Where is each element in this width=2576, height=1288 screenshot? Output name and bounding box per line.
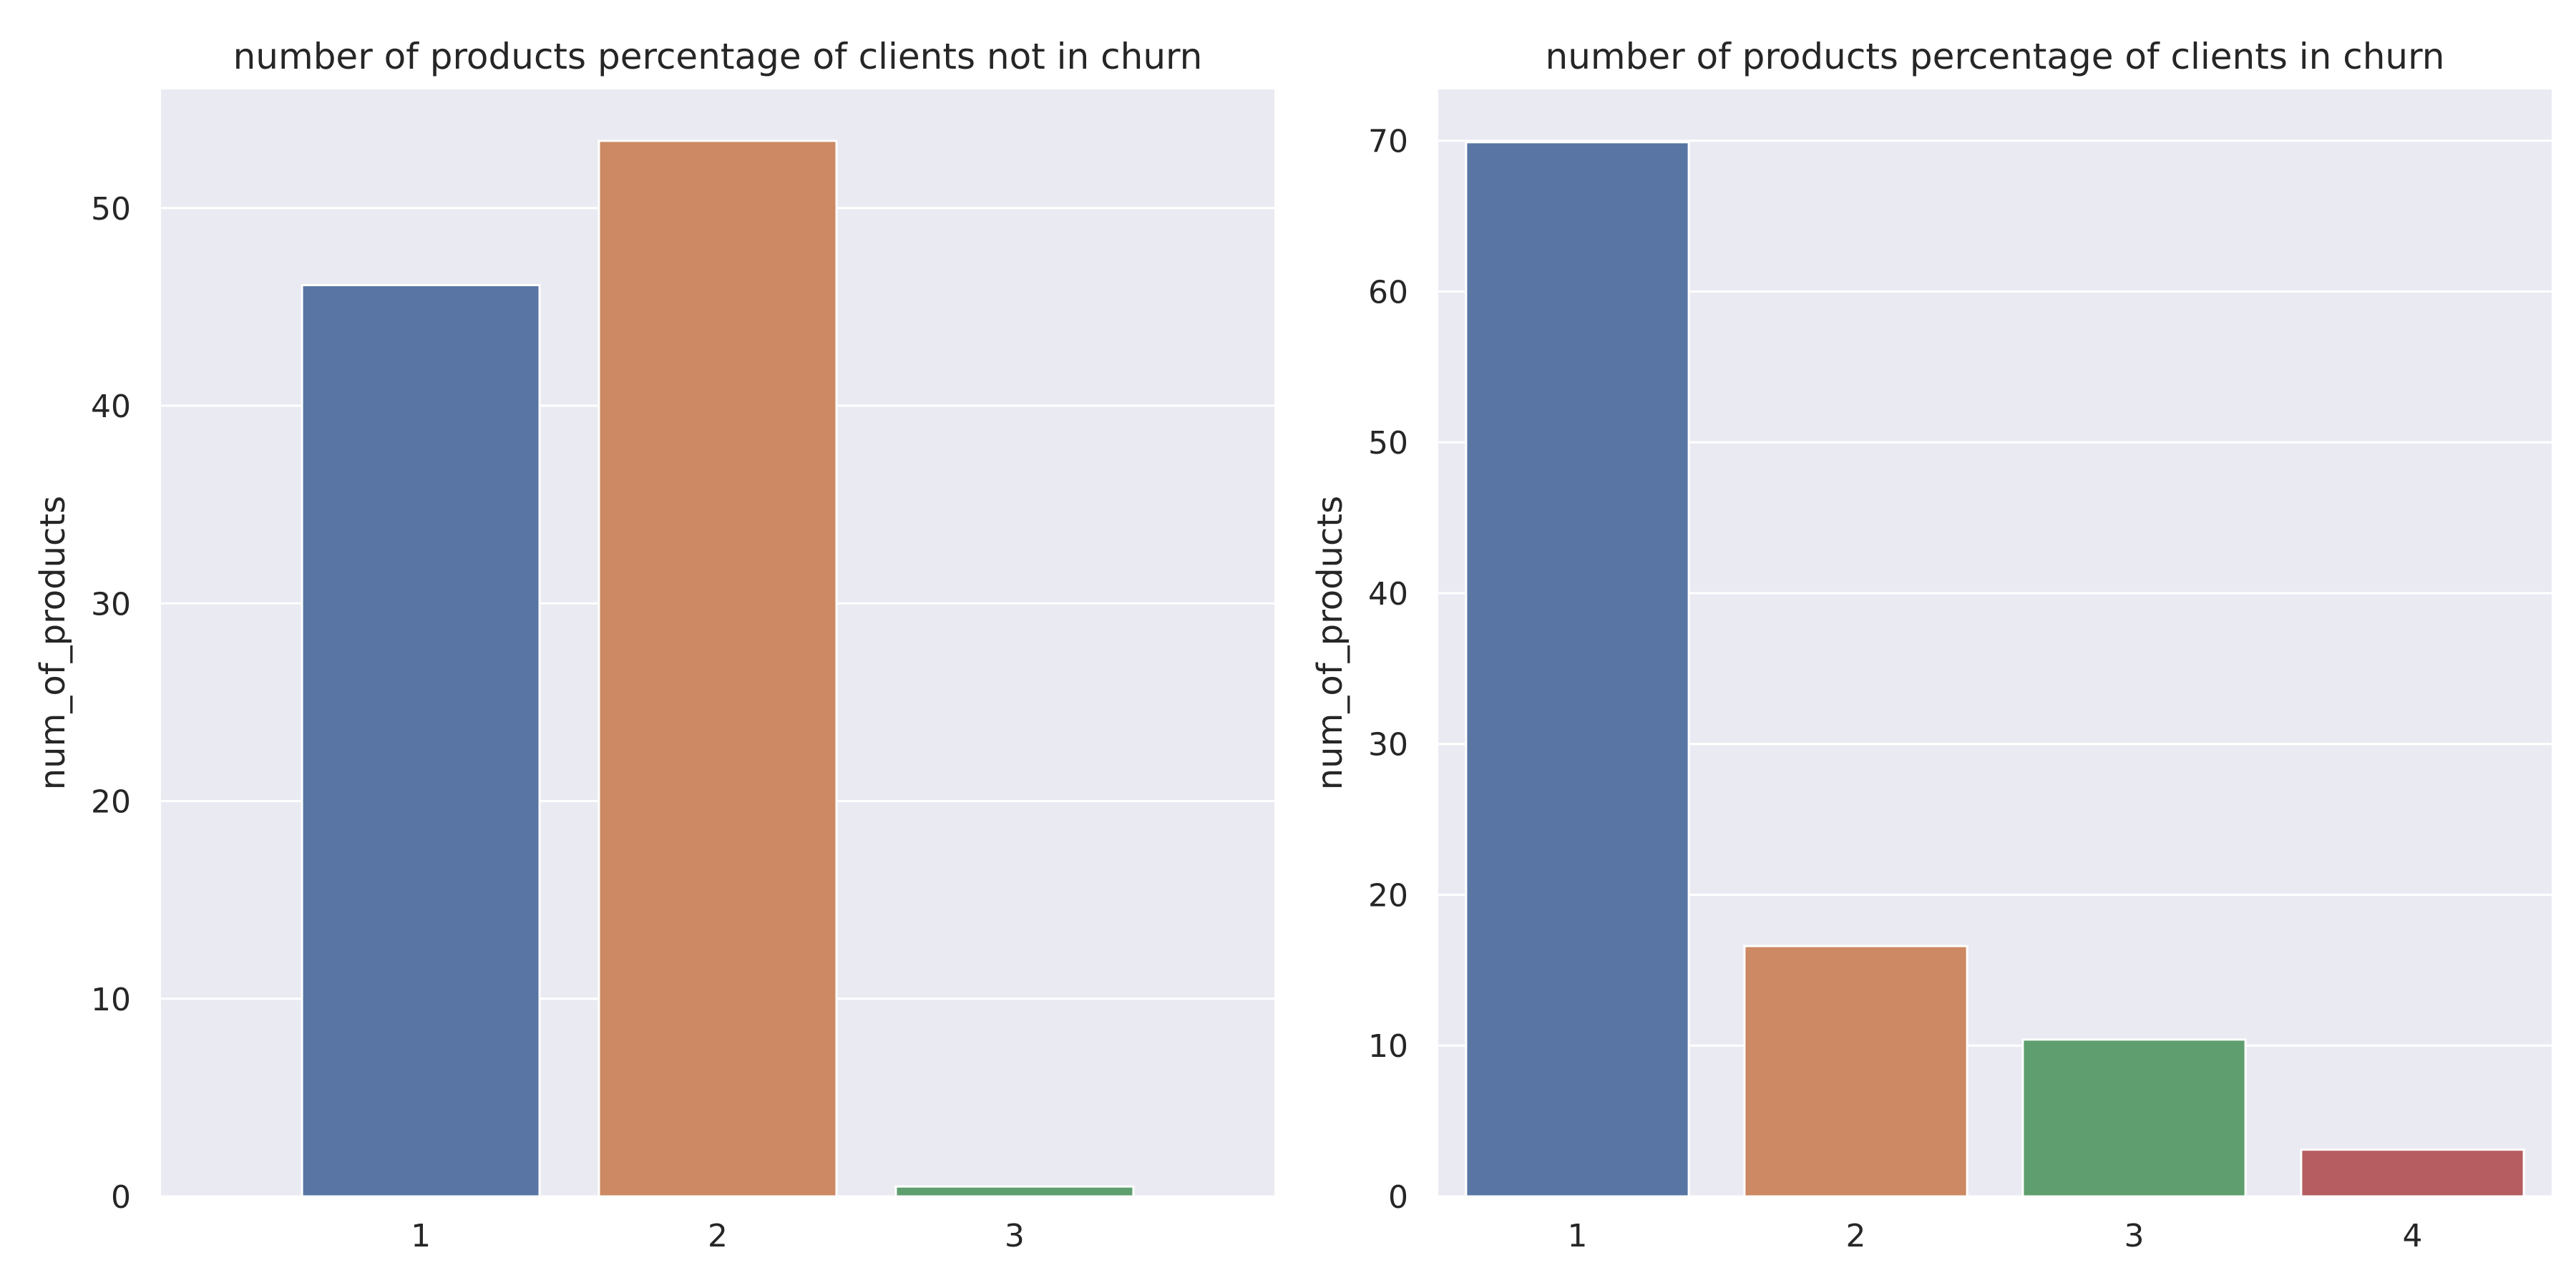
y-tick-labels: 0 10 20 30 40 50 60 70	[1368, 124, 1408, 1216]
y-tick-label: 0	[111, 1179, 131, 1216]
bars	[301, 140, 1135, 1198]
chart-not-in-churn: 0 10 20 30 40 50 1 2 3 number of products perce…	[33, 36, 1274, 1254]
y-tick-label: 10	[91, 982, 131, 1018]
y-tick-label: 60	[1368, 274, 1408, 311]
y-tick-label: 20	[1368, 877, 1408, 914]
bar-4	[2300, 1148, 2525, 1198]
y-tick-label: 50	[1368, 425, 1408, 462]
bars	[1465, 141, 2525, 1198]
x-tick-label: 2	[1846, 1218, 1866, 1254]
bar-1	[301, 283, 541, 1198]
x-tick-label: 3	[1005, 1218, 1025, 1254]
x-tick-label: 2	[708, 1218, 728, 1254]
y-tick-label: 30	[1368, 727, 1408, 763]
y-tick-label: 40	[91, 389, 131, 425]
y-tick-label: 70	[1368, 124, 1408, 160]
x-tick-label: 3	[2124, 1218, 2145, 1254]
x-tick-label: 1	[1568, 1218, 1588, 1254]
bar-3	[2021, 1038, 2247, 1198]
y-tick-label: 30	[91, 586, 131, 623]
bar-2	[597, 140, 838, 1198]
chart-title: number of products percentage of clients…	[1546, 36, 2445, 77]
y-tick-label: 50	[91, 191, 131, 228]
bar-1	[1465, 141, 1690, 1198]
x-tick-labels: 1 2 3 4	[1568, 1218, 2423, 1254]
bar-2	[1743, 945, 1968, 1198]
y-tick-label: 10	[1368, 1028, 1408, 1065]
y-tick-label: 20	[91, 784, 131, 821]
x-tick-label: 4	[2403, 1218, 2423, 1254]
y-tick-label: 40	[1368, 576, 1408, 613]
bar-3	[894, 1185, 1135, 1198]
x-tick-labels: 1 2 3	[411, 1218, 1025, 1254]
y-axis-label: num_of_products	[33, 496, 73, 791]
chart-title: number of products percentage of clients…	[233, 36, 1203, 77]
x-tick-label: 1	[411, 1218, 431, 1254]
y-axis-label: num_of_products	[1310, 496, 1350, 791]
y-tick-labels: 0 10 20 30 40 50	[91, 191, 131, 1216]
chart-in-churn: 0 10 20 30 40 50 60 70 1 2 3 4 number of products …	[1310, 36, 2552, 1254]
y-tick-label: 0	[1388, 1179, 1408, 1216]
